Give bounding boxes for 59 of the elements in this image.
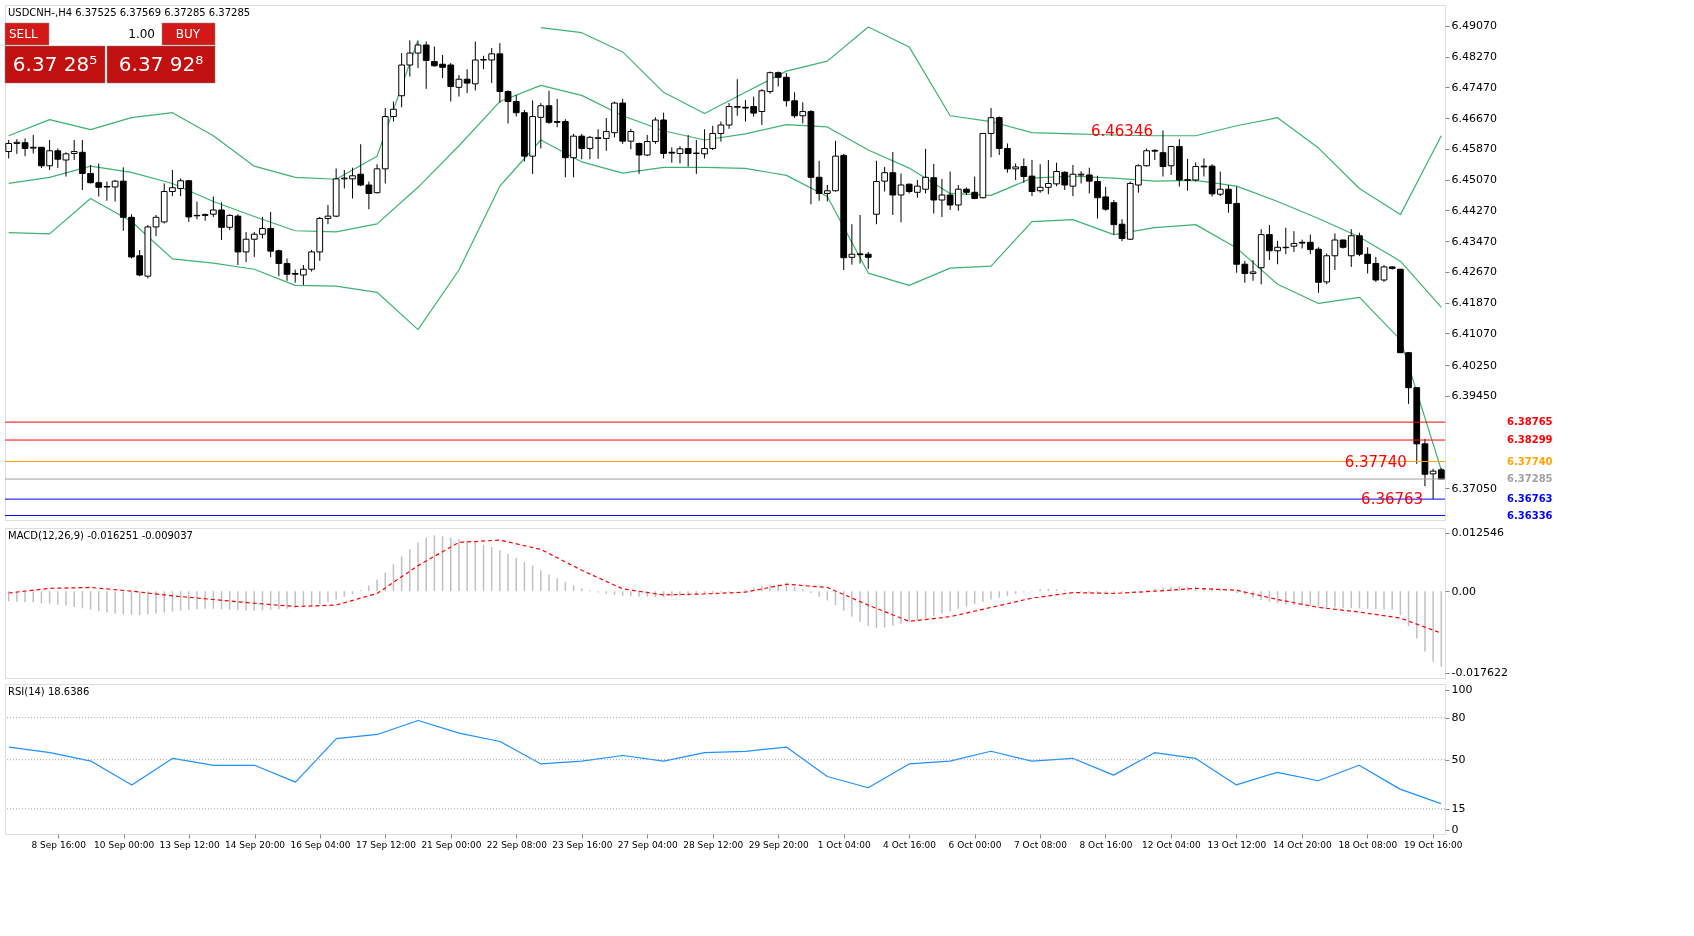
annotation: 6.37 92⁸ (118, 52, 204, 76)
x-tick-label: 28 Sep 12:00 (683, 839, 744, 850)
x-tick-label: 6 Oct 00:00 (948, 839, 1002, 850)
x-tick-label: 29 Sep 20:00 (748, 839, 809, 850)
y-tick-label: 80 (1451, 711, 1466, 725)
x-tick-label: 13 Oct 12:00 (1207, 839, 1267, 850)
x-tick-label: 18 Oct 08:00 (1338, 839, 1398, 850)
y-tick-label: 6.46670 (1451, 111, 1497, 125)
ref-line-label: 6.36336 (1507, 509, 1553, 521)
y-tick-label: 6.41070 (1451, 326, 1497, 340)
annotation: SELL (9, 27, 38, 41)
y-tick-label: -0.017622 (1451, 666, 1508, 680)
y-tick-label: 6.45070 (1451, 173, 1497, 187)
y-tick-label: 6.37050 (1451, 481, 1497, 495)
x-tick-label: 8 Oct 16:00 (1079, 839, 1133, 850)
y-tick-label: 100 (1451, 683, 1473, 697)
x-tick-label: 16 Sep 04:00 (290, 839, 351, 850)
x-tick-label: 21 Sep 00:00 (421, 839, 482, 850)
y-tick-label: 6.47470 (1451, 80, 1497, 94)
chart-title: RSI(14) 18.6386 (8, 686, 90, 697)
x-tick-label: 8 Sep 16:00 (31, 839, 87, 850)
y-tick-label: 6.44270 (1451, 203, 1497, 217)
chart-title: MACD(12,26,9) -0.016251 -0.009037 (8, 530, 193, 541)
y-tick-label: 6.45870 (1451, 142, 1497, 156)
y-tick-label: 0 (1451, 823, 1459, 837)
y-tick-label: 50 (1451, 753, 1466, 767)
x-tick-label: 14 Oct 20:00 (1272, 839, 1332, 850)
x-tick-label: 7 Oct 08:00 (1014, 839, 1068, 850)
y-tick-label: 6.43470 (1451, 234, 1497, 248)
x-tick-label: 12 Oct 04:00 (1142, 839, 1202, 850)
x-tick-label: 4 Oct 16:00 (883, 839, 937, 850)
annotation: BUY (175, 27, 201, 41)
x-tick-label: 19 Oct 16:00 (1403, 839, 1463, 850)
annotation: 6.37 28⁵ (12, 52, 98, 76)
annotation: 6.46346 (1090, 121, 1153, 140)
text: 6.36763 (1507, 493, 1553, 505)
x-tick-label: 1 Oct 04:00 (817, 839, 871, 850)
y-tick-label: 6.42670 (1451, 265, 1497, 279)
x-tick-label: 13 Sep 12:00 (159, 839, 220, 850)
y-tick-label: 0.012546 (1451, 526, 1504, 540)
chart-title: USDCNH-,H4 6.37525 6.37569 6.37285 6.37285 (8, 7, 251, 18)
y-tick-label: 0.00 (1451, 584, 1476, 598)
x-tick-label: 14 Sep 20:00 (225, 839, 286, 850)
y-tick-label: 6.41870 (1451, 296, 1497, 310)
y-tick-label: 6.48270 (1451, 50, 1497, 64)
x-tick-label: 22 Sep 08:00 (486, 839, 548, 850)
x-tick-label: 10 Sep 00:00 (94, 839, 155, 850)
y-tick-label: 15 (1451, 802, 1466, 816)
ref-line-label: 6.37285 (1507, 473, 1553, 485)
ref-line-label: 6.38299 (1507, 434, 1553, 446)
annotation: 1.00 (128, 27, 155, 41)
x-tick-label: 17 Sep 12:00 (355, 839, 417, 850)
text: 6.37740 (1507, 455, 1553, 467)
y-tick-label: 6.40250 (1451, 358, 1497, 372)
ref-line-label: 6.38765 (1507, 416, 1553, 428)
y-tick-label: 6.39450 (1451, 389, 1497, 403)
x-tick-label: 23 Sep 16:00 (552, 839, 613, 850)
y-tick-label: 6.49070 (1451, 19, 1497, 33)
x-tick-label: 27 Sep 04:00 (617, 839, 679, 850)
